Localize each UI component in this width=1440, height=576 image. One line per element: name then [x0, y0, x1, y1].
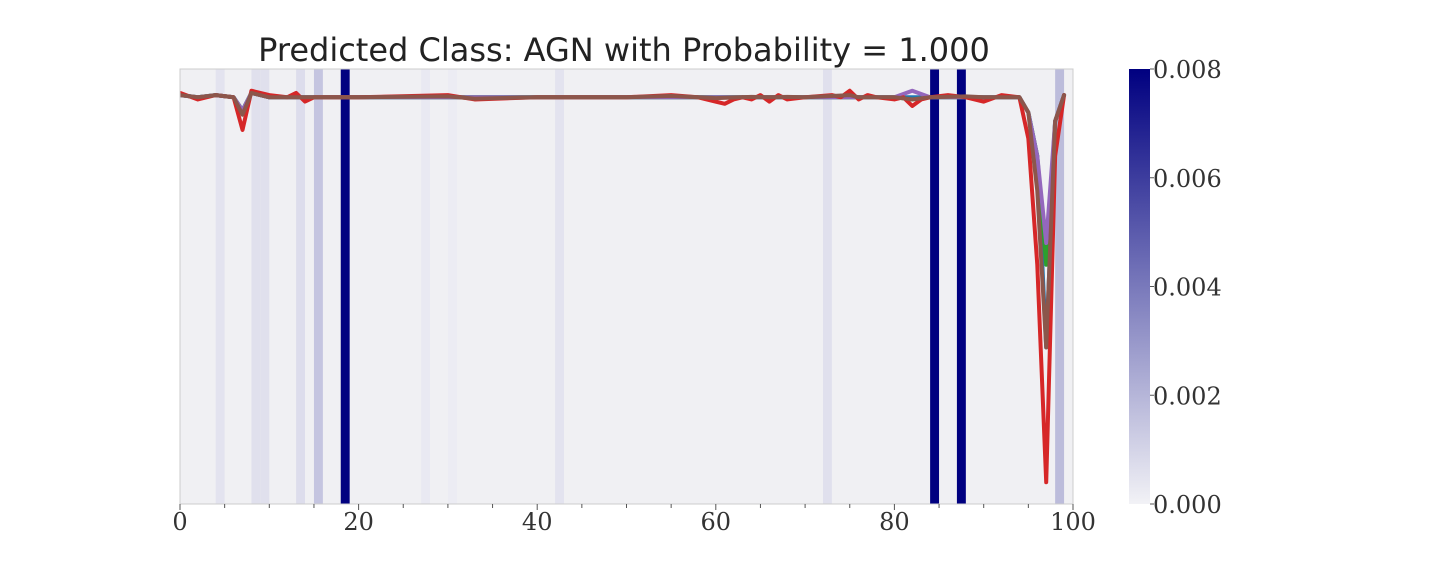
plot-area: 0 20 40 60 80 100 — [172, 68, 1096, 536]
colorbar-tick-label: 0.008 — [1153, 56, 1222, 84]
heat-band — [956, 69, 966, 504]
colorbar: 0.000 0.002 0.004 0.006 0.008 — [1129, 56, 1222, 519]
x-tick-label: 100 — [1050, 508, 1096, 536]
colorbar-tick-label: 0.000 — [1153, 491, 1222, 519]
heat-band — [340, 69, 350, 504]
heat-band — [296, 69, 306, 504]
heat-band — [555, 69, 564, 504]
heat-bands — [215, 69, 1065, 504]
heat-band — [1055, 69, 1065, 504]
heat-band — [215, 69, 225, 504]
heat-band — [930, 69, 940, 504]
heat-band — [447, 69, 457, 504]
heat-band — [421, 69, 431, 504]
x-tick-label: 80 — [879, 508, 910, 536]
series-line — [180, 90, 1067, 350]
colorbar-gradient — [1129, 69, 1150, 504]
colorbar-tick-label: 0.002 — [1153, 382, 1222, 410]
plot-background — [180, 69, 1073, 504]
x-tick-label: 20 — [343, 508, 374, 536]
series-lines — [180, 88, 1067, 485]
x-tick-label: 60 — [701, 508, 732, 536]
heat-band — [822, 69, 832, 504]
colorbar-tick-label: 0.006 — [1153, 165, 1222, 193]
x-tick-label: 40 — [522, 508, 553, 536]
x-tick-label: 0 — [172, 508, 187, 536]
x-axis: 0 20 40 60 80 100 — [172, 504, 1096, 536]
colorbar-axis: 0.000 0.002 0.004 0.006 0.008 — [1150, 56, 1222, 519]
heat-band — [313, 69, 323, 504]
heat-band — [260, 69, 270, 504]
colorbar-tick-label: 0.004 — [1153, 274, 1222, 302]
heat-band — [251, 69, 261, 504]
chart-title: Predicted Class: AGN with Probability = … — [258, 31, 990, 69]
